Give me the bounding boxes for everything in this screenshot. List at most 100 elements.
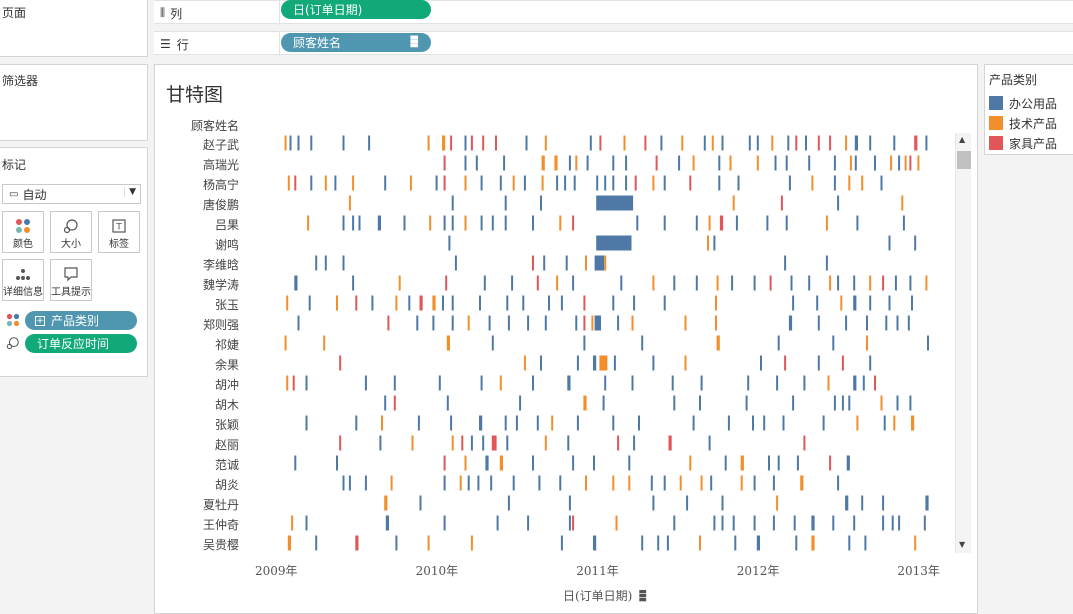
gantt-bar[interactable]	[848, 175, 851, 191]
scroll-up-icon[interactable]: ▲	[959, 135, 966, 144]
gantt-bar[interactable]	[572, 275, 575, 291]
gantt-bar[interactable]	[612, 415, 615, 431]
gantt-bar[interactable]	[297, 315, 300, 331]
gantt-bar[interactable]	[790, 275, 793, 291]
gantt-bar[interactable]	[464, 215, 467, 231]
gantt-bar[interactable]	[355, 295, 358, 311]
gantt-bar[interactable]	[695, 275, 698, 291]
gantt-bar[interactable]	[594, 315, 601, 331]
gantt-bar[interactable]	[633, 295, 636, 311]
gantt-bar[interactable]	[461, 435, 464, 451]
gantt-bar[interactable]	[572, 215, 575, 231]
gantt-bar[interactable]	[769, 275, 772, 291]
gantt-bar[interactable]	[348, 475, 351, 491]
gantt-bar[interactable]	[297, 135, 300, 151]
gantt-bar[interactable]	[613, 355, 616, 371]
gantt-bar[interactable]	[575, 155, 578, 171]
gantt-bar[interactable]	[443, 455, 446, 471]
gantt-bar[interactable]	[568, 495, 571, 511]
gantt-bar[interactable]	[625, 175, 628, 191]
gantt-bar[interactable]	[512, 175, 515, 191]
gantt-bar[interactable]	[925, 275, 928, 291]
gantt-bar[interactable]	[523, 175, 526, 191]
gantt-bar[interactable]	[731, 275, 734, 291]
vertical-scrollbar[interactable]: ▲ ▼	[955, 133, 971, 553]
gantt-bar[interactable]	[604, 175, 607, 191]
gantt-bar[interactable]	[795, 535, 798, 551]
gantt-bar[interactable]	[427, 535, 430, 551]
gantt-bar[interactable]	[540, 355, 542, 371]
gantt-bar[interactable]	[816, 295, 819, 311]
gantt-bar[interactable]	[585, 255, 587, 271]
gantt-bar[interactable]	[652, 495, 655, 511]
gantt-bar[interactable]	[464, 155, 467, 171]
gantt-bar[interactable]	[925, 135, 928, 151]
gantt-bar[interactable]	[833, 395, 836, 411]
gantt-bar[interactable]	[914, 235, 917, 251]
gantt-bar[interactable]	[315, 255, 318, 271]
gantt-bar[interactable]	[784, 355, 787, 371]
gantt-bar[interactable]	[324, 175, 327, 191]
gantt-bar[interactable]	[793, 515, 796, 531]
gantt-bar[interactable]	[488, 315, 491, 331]
gantt-bar[interactable]	[740, 455, 744, 471]
gantt-bar[interactable]	[708, 215, 711, 231]
gantt-bar[interactable]	[432, 295, 436, 311]
gantt-bar[interactable]	[832, 515, 835, 531]
gantt-bar[interactable]	[641, 535, 644, 551]
gantt-bar[interactable]	[310, 135, 313, 151]
gantt-bar[interactable]	[715, 315, 717, 331]
gantt-bar[interactable]	[475, 155, 478, 171]
gantt-bar[interactable]	[287, 175, 290, 191]
gantt-bar[interactable]	[808, 275, 811, 291]
gantt-bar[interactable]	[384, 395, 387, 411]
gantt-bar[interactable]	[532, 455, 534, 471]
gantt-bar[interactable]	[593, 455, 595, 471]
gantt-bar[interactable]	[384, 175, 387, 191]
gantt-bar[interactable]	[845, 135, 848, 151]
gantt-bar[interactable]	[811, 515, 815, 531]
gantt-bar[interactable]	[652, 355, 655, 371]
gantt-bar[interactable]	[641, 335, 644, 351]
gantt-bar[interactable]	[599, 135, 602, 151]
gantt-bar[interactable]	[525, 135, 528, 151]
gantt-bar[interactable]	[888, 295, 891, 311]
gantt-bar[interactable]	[612, 295, 615, 311]
gantt-bar[interactable]	[650, 475, 653, 491]
gantt-bar[interactable]	[766, 215, 769, 231]
gantt-bar[interactable]	[451, 215, 454, 231]
gantt-bar[interactable]	[817, 315, 820, 331]
gantt-bar[interactable]	[479, 415, 483, 431]
gantt-bar[interactable]	[909, 395, 912, 411]
gantt-bar[interactable]	[586, 155, 589, 171]
gantt-bar[interactable]	[585, 475, 587, 491]
gantt-bar[interactable]	[893, 415, 896, 431]
gantt-bar[interactable]	[385, 515, 389, 531]
gantt-bar[interactable]	[443, 475, 446, 491]
gantt-bar[interactable]	[655, 155, 658, 171]
gantt-bar[interactable]	[512, 475, 515, 491]
gantt-bar[interactable]	[684, 315, 687, 331]
gantt-bar[interactable]	[673, 515, 676, 531]
gantt-bar[interactable]	[853, 275, 856, 291]
gantt-bar[interactable]	[287, 535, 291, 551]
gantt-bar[interactable]	[556, 275, 559, 291]
gantt-bar[interactable]	[713, 235, 716, 251]
gantt-bar[interactable]	[628, 475, 631, 491]
gantt-bar[interactable]	[747, 375, 750, 391]
gantt-bar[interactable]	[567, 375, 571, 391]
gantt-bar[interactable]	[617, 435, 620, 451]
gantt-bar[interactable]	[499, 375, 502, 391]
gantt-bar[interactable]	[837, 275, 840, 291]
gantt-bar[interactable]	[467, 475, 470, 491]
gantt-bar[interactable]	[734, 535, 737, 551]
gantt-bar[interactable]	[596, 195, 634, 211]
gantt-bar[interactable]	[519, 395, 522, 411]
gantt-bar[interactable]	[602, 395, 605, 411]
gantt-bar[interactable]	[291, 515, 294, 531]
gantt-bar[interactable]	[748, 135, 751, 151]
gantt-bar[interactable]	[490, 475, 493, 491]
rows-pill[interactable]: 顾客姓名 ▬ ▬ ▬	[281, 33, 431, 52]
gantt-bar[interactable]	[909, 155, 912, 171]
gantt-bar[interactable]	[861, 175, 864, 191]
